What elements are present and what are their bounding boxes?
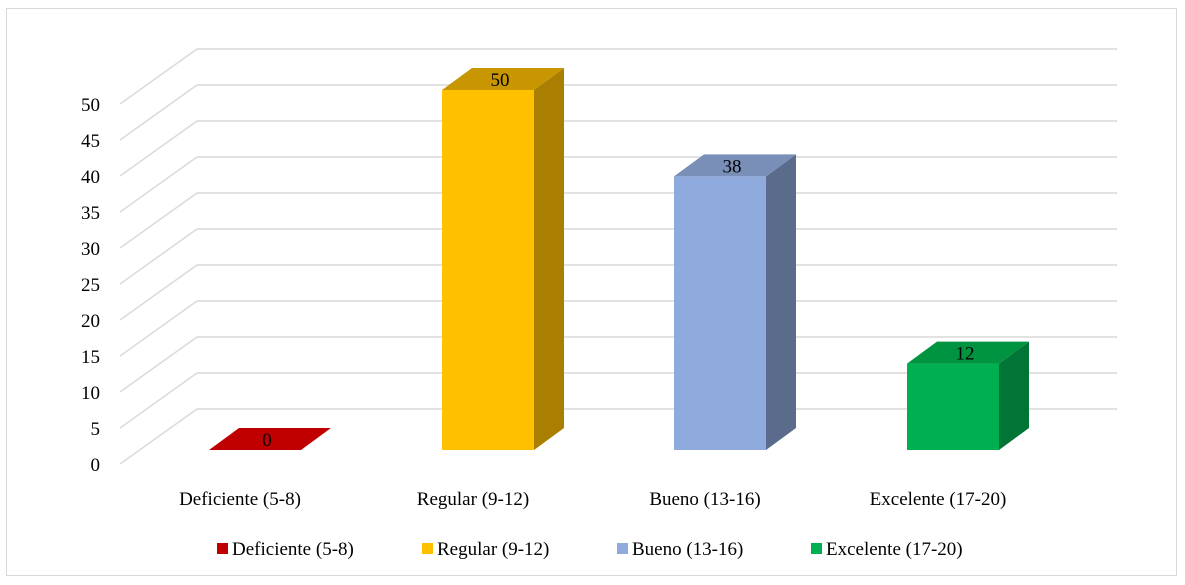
gridline-diagonal-30: [119, 192, 198, 249]
y-tick-label-40: 40: [81, 167, 100, 188]
category-label-0: Deficiente (5-8): [179, 489, 301, 510]
category-label-1: Regular (9-12): [417, 489, 529, 510]
legend-label-2: Bueno (13-16): [632, 539, 743, 560]
y-tick-label-15: 15: [81, 347, 100, 368]
bar-side-2: [766, 154, 796, 450]
bar-top-3: [907, 341, 1029, 364]
bar-front-3: [907, 363, 999, 450]
bar-top-1: [442, 68, 564, 90]
data-label-2: 38: [723, 156, 742, 177]
legend-label-0: Deficiente (5-8): [232, 539, 354, 560]
bar-front-1: [442, 90, 534, 450]
y-tick-label-10: 10: [81, 383, 100, 404]
legend-swatch-1: [422, 543, 433, 554]
gridline-diagonal-40: [119, 120, 198, 177]
gridline-diagonal-15: [119, 300, 198, 357]
data-label-0: 0: [262, 430, 272, 451]
y-tick-label-25: 25: [81, 275, 100, 296]
legend-label-1: Regular (9-12): [437, 539, 549, 560]
bar-side-3: [999, 341, 1029, 450]
gridline-diagonal-35: [119, 156, 198, 213]
data-label-3: 12: [956, 344, 975, 365]
y-tick-label-35: 35: [81, 203, 100, 224]
legend-swatch-0: [217, 543, 228, 554]
bar-side-1: [534, 68, 564, 450]
category-label-3: Excelente (17-20): [870, 489, 1007, 510]
gridline-diagonal-10: [119, 336, 198, 393]
gridline-diagonal-0: [119, 408, 198, 465]
y-tick-label-0: 0: [91, 455, 101, 476]
gridline-diagonal-20: [119, 264, 198, 321]
legend-swatch-3: [811, 543, 822, 554]
bar-front-2: [674, 176, 766, 450]
y-tick-label-30: 30: [81, 239, 100, 260]
legend-label-3: Excelente (17-20): [826, 539, 963, 560]
gridline-diagonal-45: [119, 84, 198, 141]
y-tick-label-20: 20: [81, 311, 100, 332]
gridline-diagonal-50: [119, 48, 198, 105]
chart-frame: [6, 8, 1177, 576]
y-tick-label-5: 5: [91, 419, 101, 440]
gridline-diagonal-5: [119, 372, 198, 429]
y-tick-label-45: 45: [81, 131, 100, 152]
bar-top-2: [674, 154, 796, 177]
y-tick-label-50: 50: [81, 95, 100, 116]
category-label-2: Bueno (13-16): [649, 489, 760, 510]
bar-top-0: [209, 428, 331, 450]
legend-swatch-2: [617, 543, 628, 554]
gridline-diagonal-25: [119, 228, 198, 285]
data-label-1: 50: [491, 70, 510, 91]
